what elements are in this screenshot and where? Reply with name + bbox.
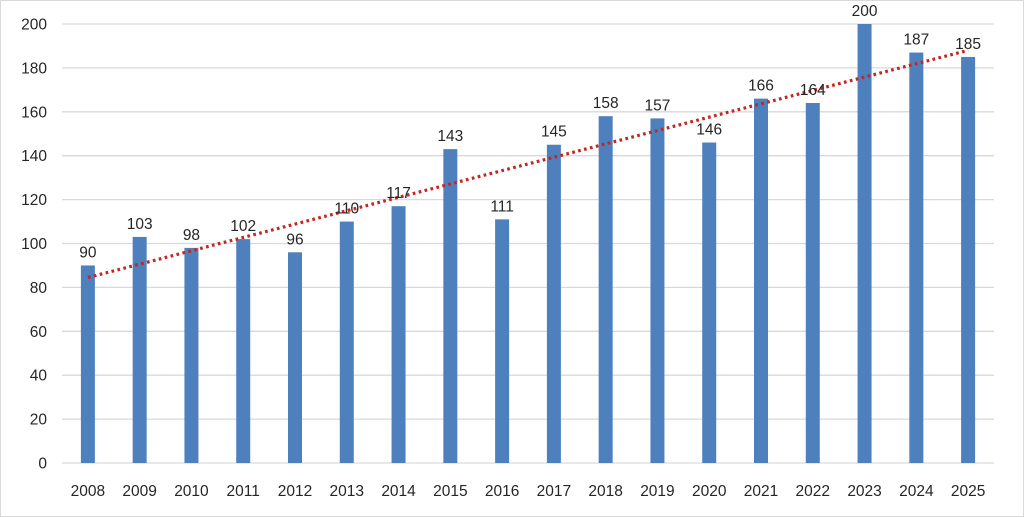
bar-value-label: 102 xyxy=(230,218,256,235)
y-tick-label: 120 xyxy=(21,192,47,209)
x-tick-label: 2008 xyxy=(71,483,105,500)
bar-2025 xyxy=(961,56,976,464)
bar-value-label: 164 xyxy=(800,82,826,99)
x-tick-label: 2009 xyxy=(122,483,156,500)
bar-2013 xyxy=(339,221,354,463)
bar-value-label: 110 xyxy=(334,201,359,218)
x-tick-label: 2023 xyxy=(847,483,881,500)
bar-value-label: 158 xyxy=(593,95,619,112)
x-tick-label: 2012 xyxy=(278,483,312,500)
bar-2021 xyxy=(754,98,768,463)
y-tick-label: 0 xyxy=(38,456,47,473)
x-tick-label: 2021 xyxy=(744,483,778,500)
x-tick-label: 2011 xyxy=(227,483,260,500)
y-tick-label: 160 xyxy=(21,104,47,121)
bar-2016 xyxy=(495,219,510,463)
x-tick-label: 2020 xyxy=(692,483,727,500)
bar-value-label: 185 xyxy=(955,36,981,53)
x-tick-label: 2024 xyxy=(899,483,934,500)
x-tick-label: 2010 xyxy=(174,483,209,500)
y-tick-label: 180 xyxy=(21,60,47,77)
bar-value-label: 145 xyxy=(541,124,567,141)
bar-value-label: 143 xyxy=(437,128,463,145)
bar-value-label: 98 xyxy=(183,227,200,244)
y-tick-label: 20 xyxy=(30,412,48,429)
y-tick-label: 40 xyxy=(30,368,48,385)
bar-value-label: 157 xyxy=(645,97,671,114)
bar-2012 xyxy=(288,252,302,463)
bar-2017 xyxy=(546,144,561,463)
x-tick-label: 2014 xyxy=(381,483,416,500)
bar-2024 xyxy=(909,52,924,463)
bar-2010 xyxy=(184,247,199,463)
x-tick-label: 2013 xyxy=(330,483,364,500)
bar-2009 xyxy=(132,236,147,463)
bar-2011 xyxy=(236,239,251,463)
bar-2022 xyxy=(805,103,820,464)
x-tick-label: 2015 xyxy=(433,483,467,500)
bar-value-label: 103 xyxy=(127,216,153,233)
bar-value-label: 117 xyxy=(386,185,411,202)
bar-2019 xyxy=(650,118,665,463)
bar-value-label: 166 xyxy=(748,78,774,95)
x-tick-label: 2016 xyxy=(485,483,519,500)
y-tick-label: 80 xyxy=(30,280,48,297)
bar-2008 xyxy=(80,265,95,463)
trendline xyxy=(87,48,969,280)
bar-value-label: 200 xyxy=(852,3,878,20)
bar-2023 xyxy=(857,24,872,463)
y-tick-label: 140 xyxy=(21,148,47,165)
x-tick-label: 2025 xyxy=(951,483,985,500)
bar-value-label: 90 xyxy=(79,244,97,261)
bar-value-label: 187 xyxy=(903,32,929,49)
y-tick-label: 200 xyxy=(21,17,47,34)
x-tick-label: 2018 xyxy=(588,483,622,500)
bar-value-label: 96 xyxy=(286,231,303,248)
y-tick-label: 60 xyxy=(30,324,48,341)
bar-2018 xyxy=(598,116,613,463)
bar-2020 xyxy=(702,142,717,463)
x-tick-label: 2017 xyxy=(537,483,571,500)
bar-2015 xyxy=(443,149,458,464)
y-tick-label: 100 xyxy=(21,236,47,253)
bar-value-label: 146 xyxy=(696,122,722,139)
x-tick-label: 2019 xyxy=(640,483,674,500)
x-tick-label: 2022 xyxy=(796,483,830,500)
bar-2014 xyxy=(391,206,406,463)
bar-value-label: 111 xyxy=(490,198,514,215)
